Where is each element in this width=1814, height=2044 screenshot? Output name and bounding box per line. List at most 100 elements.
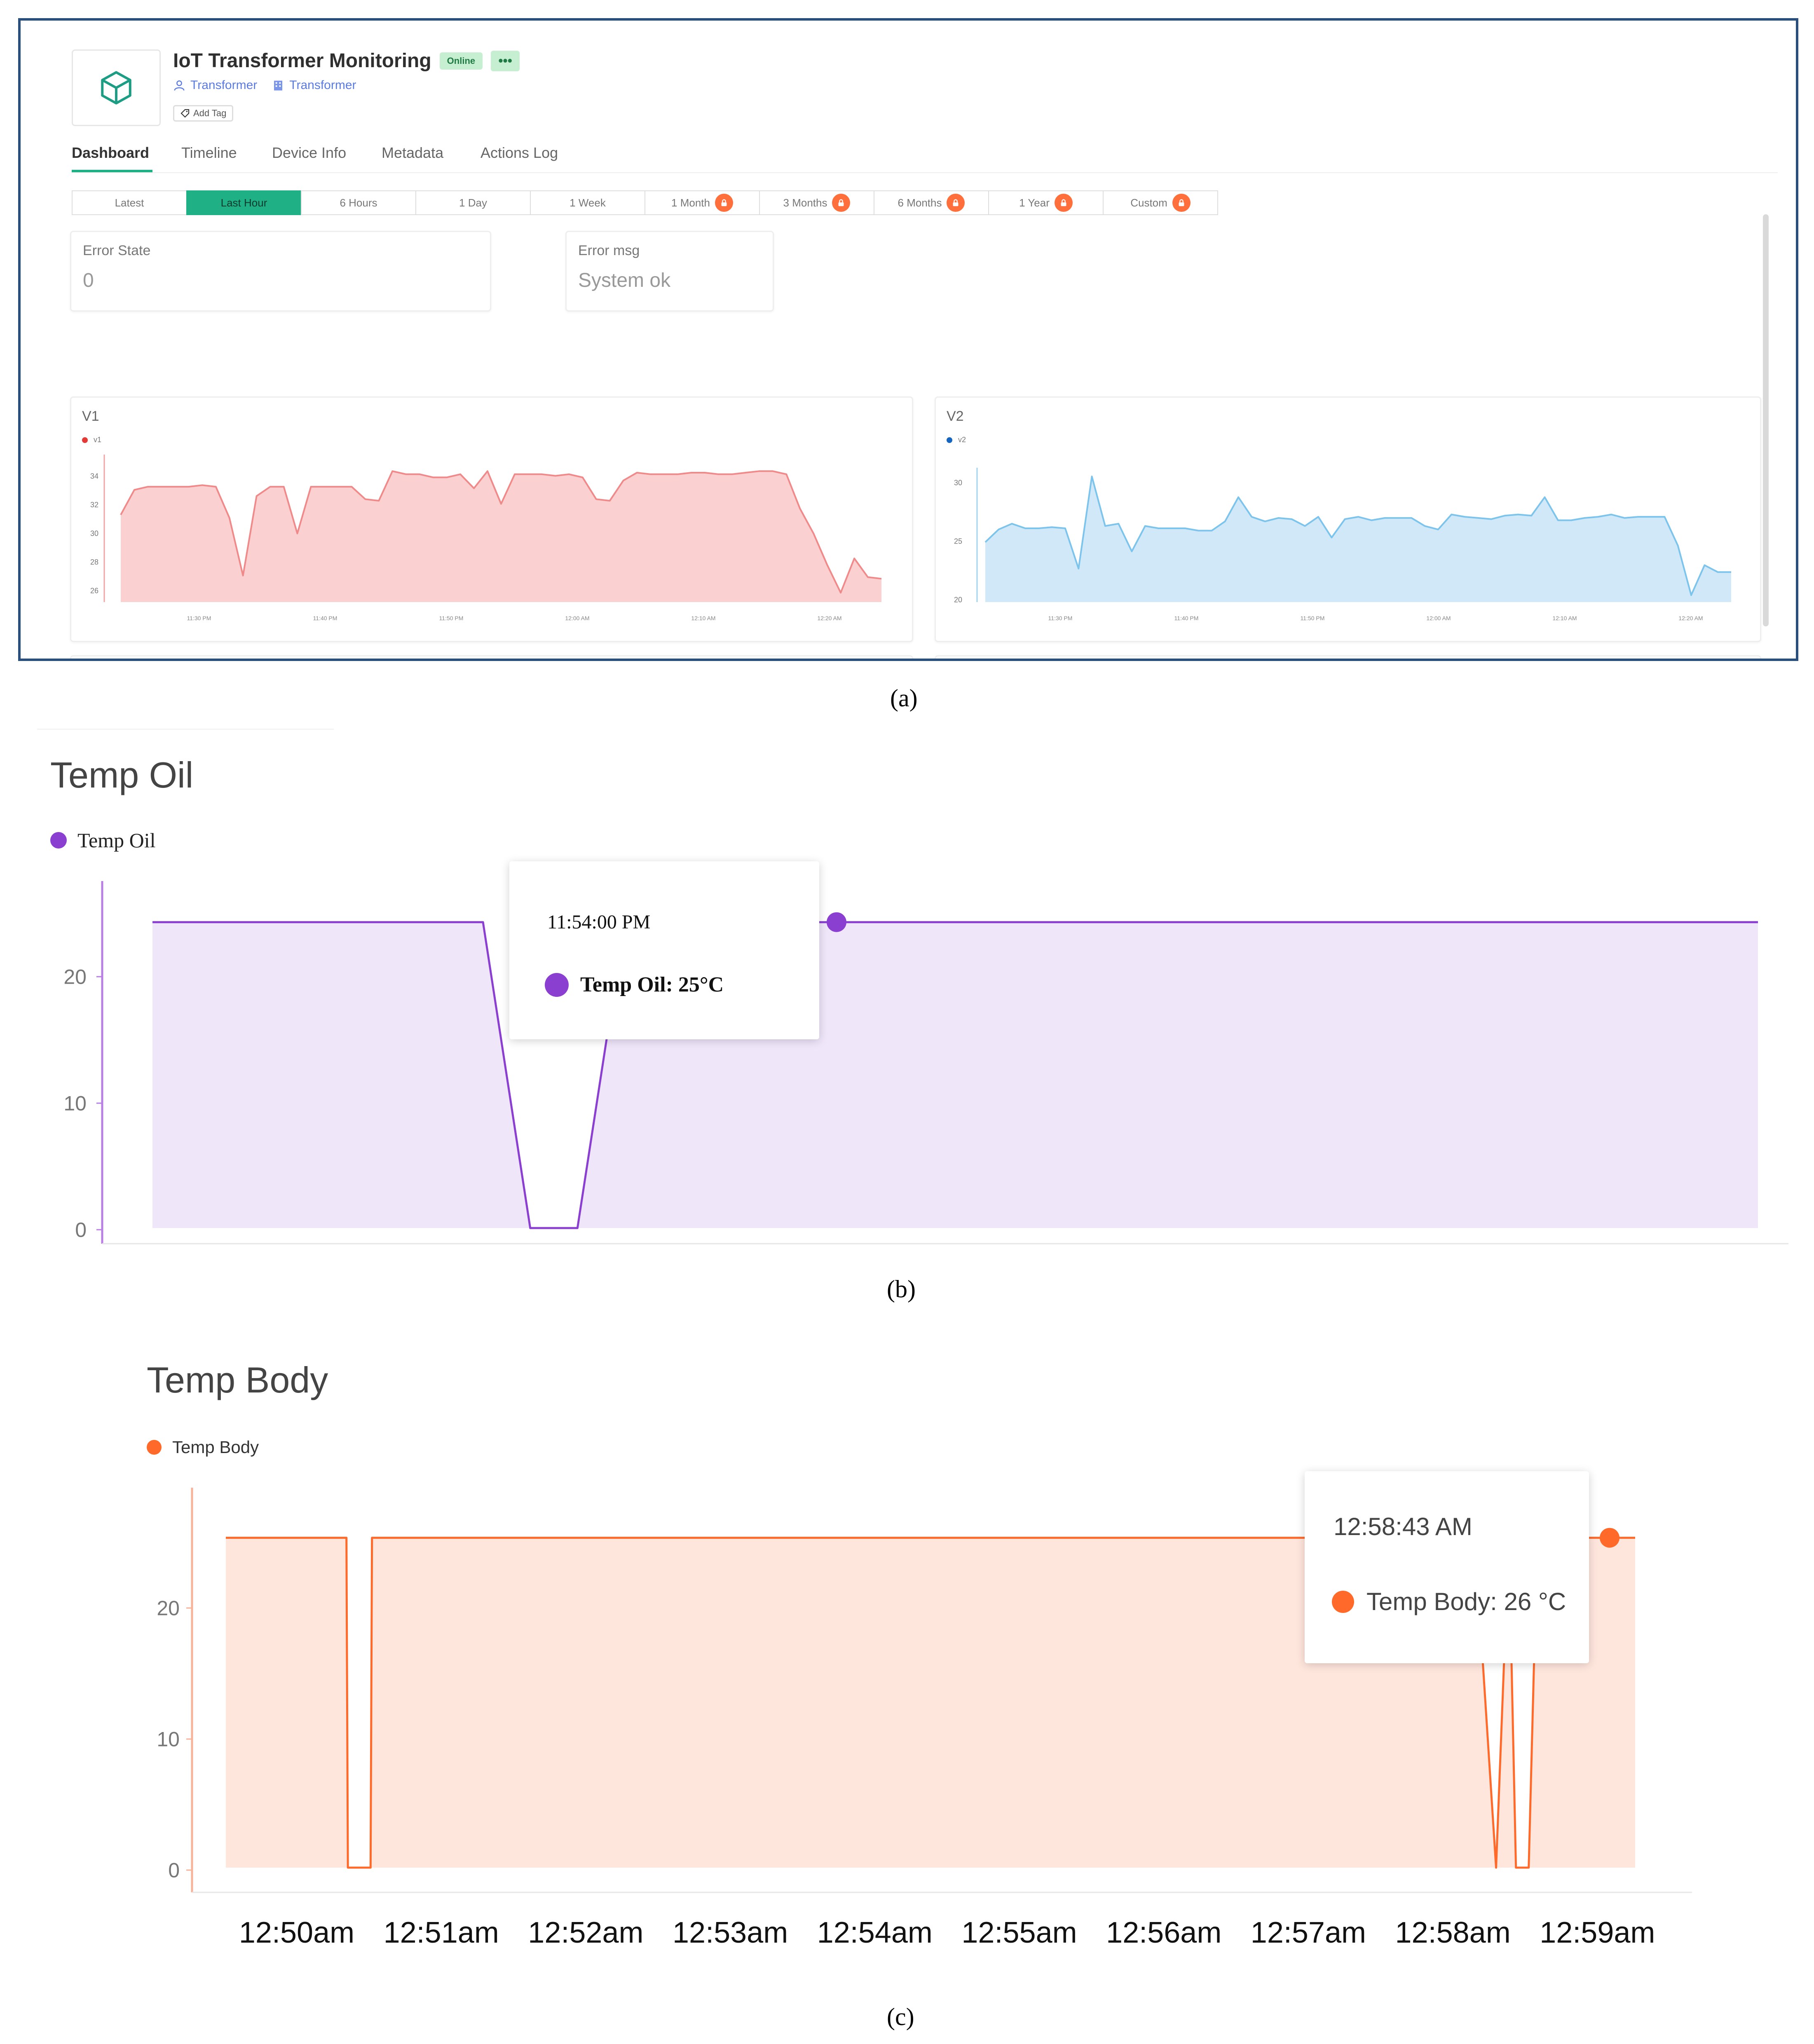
tooltip-value-row: Temp Oil: 25°C bbox=[545, 973, 724, 997]
range-3-months[interactable]: 3 Months bbox=[759, 190, 874, 215]
range-label: Last Hour bbox=[220, 196, 267, 209]
lock-icon bbox=[715, 194, 733, 212]
tooltip-value-row: Temp Body: 26 °C bbox=[1332, 1587, 1566, 1616]
temp-body-tooltip: 12:58:43 AM Temp Body: 26 °C bbox=[1305, 1471, 1589, 1663]
temp-oil-tooltip: 11:54:00 PM Temp Oil: 25°C bbox=[509, 861, 819, 1039]
range-latest[interactable]: Latest bbox=[72, 190, 187, 215]
x-tick-label: 11:40 PM bbox=[313, 615, 337, 621]
dashboard-panel: IoT Transformer Monitoring Online ••• Tr… bbox=[18, 18, 1798, 661]
subtitle-row: Transformer Transformer bbox=[173, 78, 356, 92]
range-label: 6 Hours bbox=[340, 196, 377, 209]
series-line bbox=[152, 921, 1758, 1229]
x-tick-label: 12:20 AM bbox=[817, 615, 841, 621]
tooltip-marker bbox=[827, 912, 846, 932]
range-custom[interactable]: Custom bbox=[1103, 190, 1218, 215]
x-tick-label: 11:30 PM bbox=[187, 615, 211, 621]
legend-label: Temp Oil bbox=[77, 829, 156, 852]
y-tick-label: 0 bbox=[75, 1219, 87, 1242]
divider bbox=[37, 729, 334, 730]
more-button[interactable]: ••• bbox=[491, 50, 520, 71]
x-tick-label: 12:55am bbox=[961, 1916, 1077, 1949]
x-tick-label: 11:50 PM bbox=[1301, 615, 1325, 621]
error-msg-card: Error msg System ok bbox=[565, 231, 774, 312]
add-tag-button[interactable]: Add Tag bbox=[173, 105, 234, 122]
y-tick-label: 10 bbox=[157, 1728, 180, 1751]
error-state-card: Error State 0 bbox=[70, 231, 491, 312]
cube-icon bbox=[101, 71, 131, 105]
tab-device-info[interactable]: Device Info bbox=[272, 144, 347, 161]
y-tick-label: 20 bbox=[954, 595, 962, 604]
tab-timeline[interactable]: Timeline bbox=[181, 144, 237, 161]
caption-c: (c) bbox=[887, 2003, 914, 2030]
caption-b: (b) bbox=[887, 1275, 916, 1303]
active-tab-indicator bbox=[72, 170, 152, 172]
chart-legend: v2 bbox=[947, 436, 966, 444]
x-tick-label: 11:40 PM bbox=[1174, 615, 1199, 621]
x-tick-label: 12:52am bbox=[528, 1916, 643, 1949]
y-tick-label: 20 bbox=[157, 1597, 180, 1620]
chart-legend: v1 bbox=[82, 436, 101, 444]
lock-icon bbox=[832, 194, 851, 212]
scrollbar[interactable] bbox=[1763, 214, 1769, 626]
x-tick-label: 11:50 PM bbox=[439, 615, 464, 621]
temp-body-legend: Temp Body bbox=[147, 1437, 259, 1457]
error-state-label: Error State bbox=[83, 243, 151, 258]
range-label: Custom bbox=[1130, 196, 1167, 209]
range-label: 3 Months bbox=[783, 196, 827, 209]
range-1-year[interactable]: 1 Year bbox=[988, 190, 1104, 215]
status-badge: Online bbox=[439, 52, 483, 70]
tag-icon bbox=[180, 109, 190, 118]
legend-label: v1 bbox=[94, 436, 102, 444]
series-line bbox=[984, 476, 1731, 596]
tab-divider bbox=[72, 172, 1778, 173]
tab-metadata[interactable]: Metadata bbox=[382, 144, 444, 161]
tooltip-value: Temp Body: 26 °C bbox=[1366, 1588, 1566, 1615]
device-logo bbox=[72, 49, 161, 126]
v1-chart-card: V1 v1 34 32 30 28 26 11:30 PM 11:40 PM 11:50 PM… bbox=[70, 396, 913, 642]
v1-chart: 34 32 30 28 26 11:30 PM 11:40 PM 11:50 PM 12:00 … bbox=[90, 455, 882, 621]
caption-a: (a) bbox=[890, 684, 918, 712]
range-6-months[interactable]: 6 Months bbox=[874, 190, 989, 215]
tooltip-dot bbox=[1332, 1590, 1354, 1613]
range-1-week[interactable]: 1 Week bbox=[530, 190, 645, 215]
lock-icon bbox=[947, 194, 965, 212]
asset-link[interactable]: Transformer bbox=[272, 78, 356, 92]
x-tick-label: 12:56am bbox=[1106, 1916, 1221, 1949]
range-1-day[interactable]: 1 Day bbox=[415, 190, 531, 215]
temp-body-chart: 20 10 0 12:50am 12:51am 12:52am 12:53am 12:54am… bbox=[157, 1488, 1692, 1949]
chart-title: V1 bbox=[82, 408, 99, 424]
range-label: 1 Month bbox=[671, 196, 710, 209]
x-tick-label: 12:51am bbox=[384, 1916, 499, 1949]
tab-dashboard[interactable]: Dashboard bbox=[72, 144, 150, 161]
y-tick-label: 34 bbox=[90, 472, 98, 480]
x-tick-label: 11:30 PM bbox=[1048, 615, 1073, 621]
lock-icon bbox=[1054, 194, 1073, 212]
series-area bbox=[985, 476, 1731, 602]
next-chart-card bbox=[70, 655, 913, 659]
x-tick-label: 12:00 AM bbox=[1426, 615, 1451, 621]
series-area bbox=[226, 1538, 1635, 1868]
x-tick-label: 12:57am bbox=[1251, 1916, 1366, 1949]
range-last-hour[interactable]: Last Hour bbox=[186, 190, 302, 215]
tooltip-time: 12:58:43 AM bbox=[1334, 1513, 1472, 1540]
device-title: IoT Transformer Monitoring bbox=[173, 50, 431, 72]
range-6-hours[interactable]: 6 Hours bbox=[301, 190, 416, 215]
add-tag-label: Add Tag bbox=[193, 108, 227, 118]
range-label: 1 Week bbox=[570, 196, 606, 209]
y-tick-label: 30 bbox=[954, 478, 962, 487]
legend-dot bbox=[947, 437, 952, 443]
series-area bbox=[121, 471, 881, 602]
range-1-month[interactable]: 1 Month bbox=[645, 190, 760, 215]
legend-dot bbox=[82, 437, 88, 443]
tab-actions-log[interactable]: Actions Log bbox=[480, 144, 558, 161]
temp-oil-legend: Temp Oil bbox=[50, 828, 156, 852]
customer-label: Transformer bbox=[190, 78, 258, 92]
y-tick-label: 10 bbox=[63, 1092, 87, 1115]
y-tick-label: 26 bbox=[90, 586, 98, 595]
y-tick-label: 25 bbox=[954, 537, 962, 545]
lock-icon bbox=[1172, 194, 1191, 212]
title-row: IoT Transformer Monitoring Online ••• bbox=[173, 49, 520, 72]
temp-body-title: Temp Body bbox=[147, 1360, 328, 1400]
series-area bbox=[152, 922, 1758, 1228]
customer-link[interactable]: Transformer bbox=[173, 78, 257, 92]
